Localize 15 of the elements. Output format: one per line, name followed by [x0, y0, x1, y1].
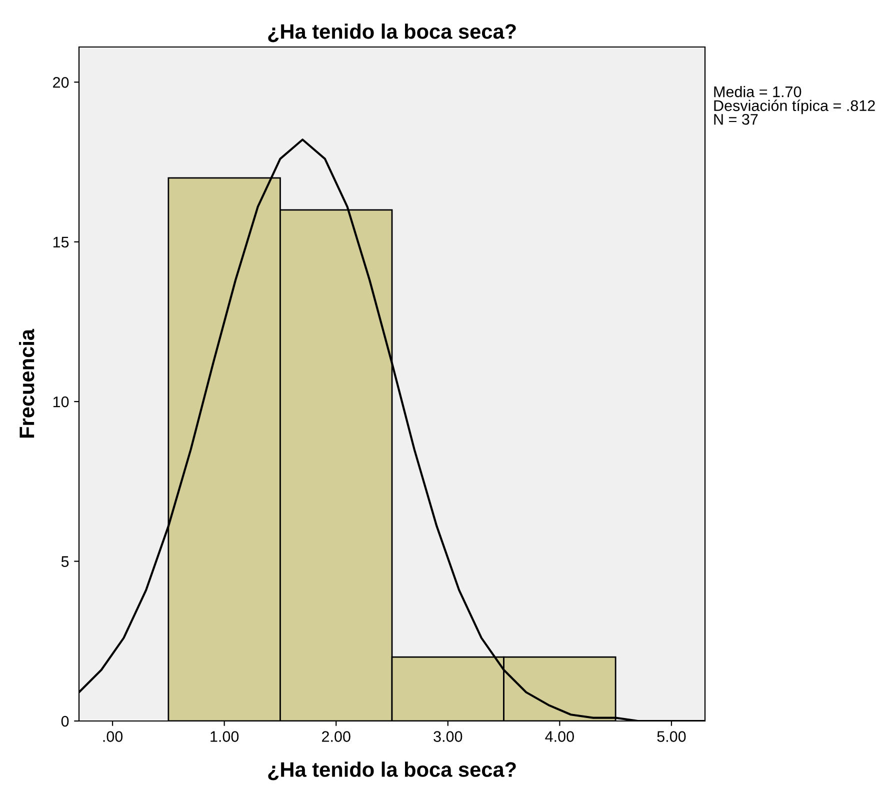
y-tick-label: 20	[53, 77, 69, 88]
x-tick-label: 5.00	[657, 731, 686, 742]
x-axis-title: ¿Ha tenido la boca seca?	[268, 762, 516, 780]
text: Media = 1.70 Desviación típica = .812 N = 37	[714, 86, 875, 125]
x-tick-label: 3.00	[434, 731, 462, 742]
y-axis-title: Frecuencia	[18, 328, 34, 438]
x-tick-label: 4.00	[545, 731, 574, 742]
x-tick-label: .00	[103, 731, 123, 742]
x-tick-label: 2.00	[322, 731, 350, 742]
y-tick-label: 10	[53, 396, 69, 408]
x-tick-label: 1.00	[210, 731, 239, 742]
y-tick-label: 5	[61, 556, 69, 567]
chart-title: ¿Ha tenido la boca seca?	[268, 24, 516, 42]
y-tick-label: 15	[53, 236, 69, 248]
y-tick-label: 0	[61, 716, 69, 727]
